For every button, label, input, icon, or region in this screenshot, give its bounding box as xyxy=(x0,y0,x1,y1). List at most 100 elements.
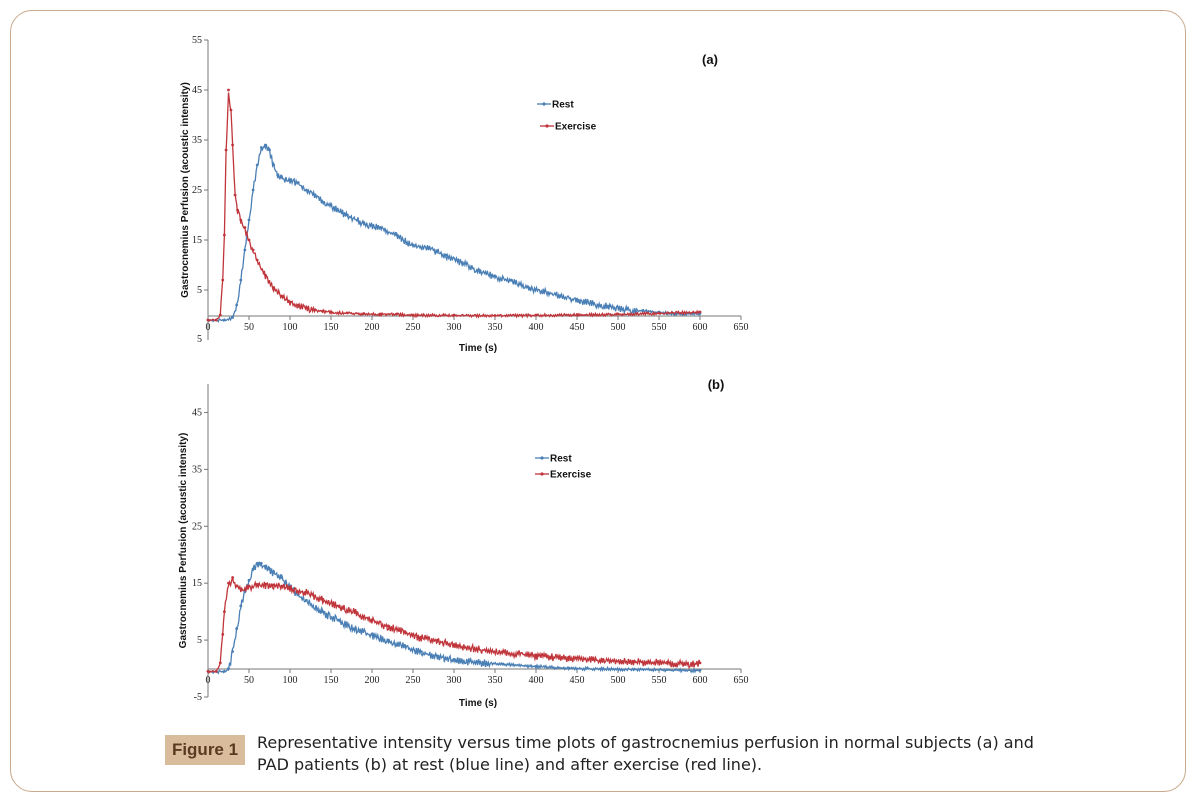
chart2-exercise-point xyxy=(221,633,225,636)
chart2-y-tick-label: 45 xyxy=(192,407,202,418)
chart1-exercise-point xyxy=(346,311,349,315)
chart1-exercise-point xyxy=(305,306,308,310)
chart1-exercise-point xyxy=(452,313,456,317)
chart1-rest-point xyxy=(641,309,644,312)
chart1-rest-point xyxy=(243,248,247,252)
chart1-exercise-point xyxy=(616,312,620,316)
chart2-rest-point xyxy=(305,598,308,602)
chart2-exercise-point xyxy=(305,590,308,594)
chart2-exercise-point xyxy=(436,638,439,642)
chart1-rest-point xyxy=(559,294,562,297)
chart1-rest-point xyxy=(444,253,448,257)
chart1-x-tick-label: 150 xyxy=(324,322,339,333)
chart1-x-tick-label: 300 xyxy=(447,322,462,333)
chart1-exercise-point xyxy=(206,318,210,322)
chart2-rest-point xyxy=(501,662,505,666)
chart2-exercise-point xyxy=(288,586,292,590)
chart1-exercise-point xyxy=(313,308,316,312)
chart1-x-tick-label: 250 xyxy=(406,322,421,333)
chart1-rest-point xyxy=(239,278,243,282)
chart2-exercise-point xyxy=(452,643,456,647)
chart2-rest-point xyxy=(239,604,243,608)
chart1-x-tick-label: 600 xyxy=(693,322,708,333)
chart2-y-tick-label: -5 xyxy=(194,692,202,703)
chart1-rest-point xyxy=(268,148,271,152)
chart1-y-tick-label: 15 xyxy=(192,235,202,246)
chart2-rest-point xyxy=(600,667,603,670)
chart1-exercise-point xyxy=(493,314,497,317)
chart2-exercise-point xyxy=(600,658,603,661)
chart1-exercise-point xyxy=(221,278,225,282)
chart1-rest-point xyxy=(411,243,415,247)
chart2-exercise-point xyxy=(239,587,243,591)
chart2-rest-point xyxy=(436,654,439,658)
chart1-rest-point xyxy=(231,316,235,319)
chart2-exercise-point xyxy=(218,661,222,665)
chart2-x-tick-label: 300 xyxy=(447,675,462,686)
chart1-exercise-point xyxy=(411,313,415,317)
chart2-series-exercise-line xyxy=(207,577,701,674)
chart1-exercise-point xyxy=(214,318,218,322)
chart2-rest-point xyxy=(665,668,669,672)
chart1-exercise-point xyxy=(218,313,222,317)
chart2-x-tick-label: 650 xyxy=(734,675,749,686)
chart1-rest-point xyxy=(477,268,480,272)
chart2-rest-point xyxy=(227,667,230,670)
chart1-rest-point xyxy=(624,307,628,311)
chart1-y-tick-label: 55 xyxy=(192,35,202,46)
chart1-y-tick-label-bottom: 5 xyxy=(197,334,202,345)
chart2-rest-point xyxy=(534,664,538,668)
chart2-exercise-point xyxy=(567,655,571,659)
chart1-rest-point xyxy=(346,213,349,217)
chart2-rest-point xyxy=(280,576,284,579)
chart2-x-tick-label: 100 xyxy=(283,675,298,686)
chart2-rest-point xyxy=(698,668,702,672)
chart1-x-tick-label: 400 xyxy=(529,322,544,333)
chart1-exercise-point xyxy=(239,218,243,222)
chart1-exercise-point xyxy=(224,148,228,152)
chart1-exercise-point xyxy=(272,286,275,289)
chart2-rest-point xyxy=(387,638,390,642)
chart2-exercise-point xyxy=(534,653,538,657)
chart1-exercise-point xyxy=(534,313,538,317)
chart2-legend-label-rest: Rest xyxy=(550,454,572,465)
chart2-exercise-point xyxy=(264,582,267,586)
chart1-rest-point xyxy=(493,274,497,278)
chart2-rest-point xyxy=(354,627,357,631)
chart1-legend-marker-rest xyxy=(542,102,546,106)
chart1-exercise-point xyxy=(243,226,247,229)
chart1-rest-point xyxy=(223,318,226,322)
chart1-legend-label-rest: Rest xyxy=(552,100,574,111)
chart2-x-axis-label: Time (s) xyxy=(459,698,497,709)
chart2-y-axis-label: Gastrocnemius Perfusion (acoustic intens… xyxy=(178,433,189,649)
chart2-exercise-point xyxy=(255,582,259,586)
chart1-rest-point xyxy=(329,203,333,207)
chart1-y-tick-label: 5 xyxy=(197,285,202,296)
chart2-legend-marker-exercise xyxy=(540,472,544,476)
chart1-rest-point xyxy=(251,188,255,192)
chart1-rest-point xyxy=(362,221,366,224)
chart1-x-tick-label: 200 xyxy=(365,322,380,333)
chart1-series-rest-line xyxy=(207,144,701,323)
chart2-rest-point xyxy=(223,669,226,673)
chart1-rest-point xyxy=(460,261,464,264)
chart2-rest-point xyxy=(264,564,267,568)
chart2-x-tick-label: 600 xyxy=(693,675,708,686)
chart2-y-tick-label: 35 xyxy=(192,464,202,475)
chart1-x-tick-label: 500 xyxy=(611,322,626,333)
chart1-rest-point xyxy=(276,173,280,177)
chart1-rest-point xyxy=(313,193,316,197)
chart2-exercise-point xyxy=(370,618,374,622)
chart2-exercise-point xyxy=(206,669,210,673)
chart1-rest-point xyxy=(288,178,292,182)
chart1-exercise-point xyxy=(255,258,259,262)
chart1-exercise-point xyxy=(698,310,702,314)
chart2-x-tick-label: 200 xyxy=(365,675,380,686)
chart1-legend-label-exercise: Exercise xyxy=(555,122,597,133)
chart2-legend-label-exercise: Exercise xyxy=(550,470,592,481)
chart1-rest-point xyxy=(542,289,546,293)
chart2-x-tick-label: 400 xyxy=(529,675,544,686)
chart2-exercise-point xyxy=(477,647,480,651)
chart1-exercise-point xyxy=(362,312,366,315)
